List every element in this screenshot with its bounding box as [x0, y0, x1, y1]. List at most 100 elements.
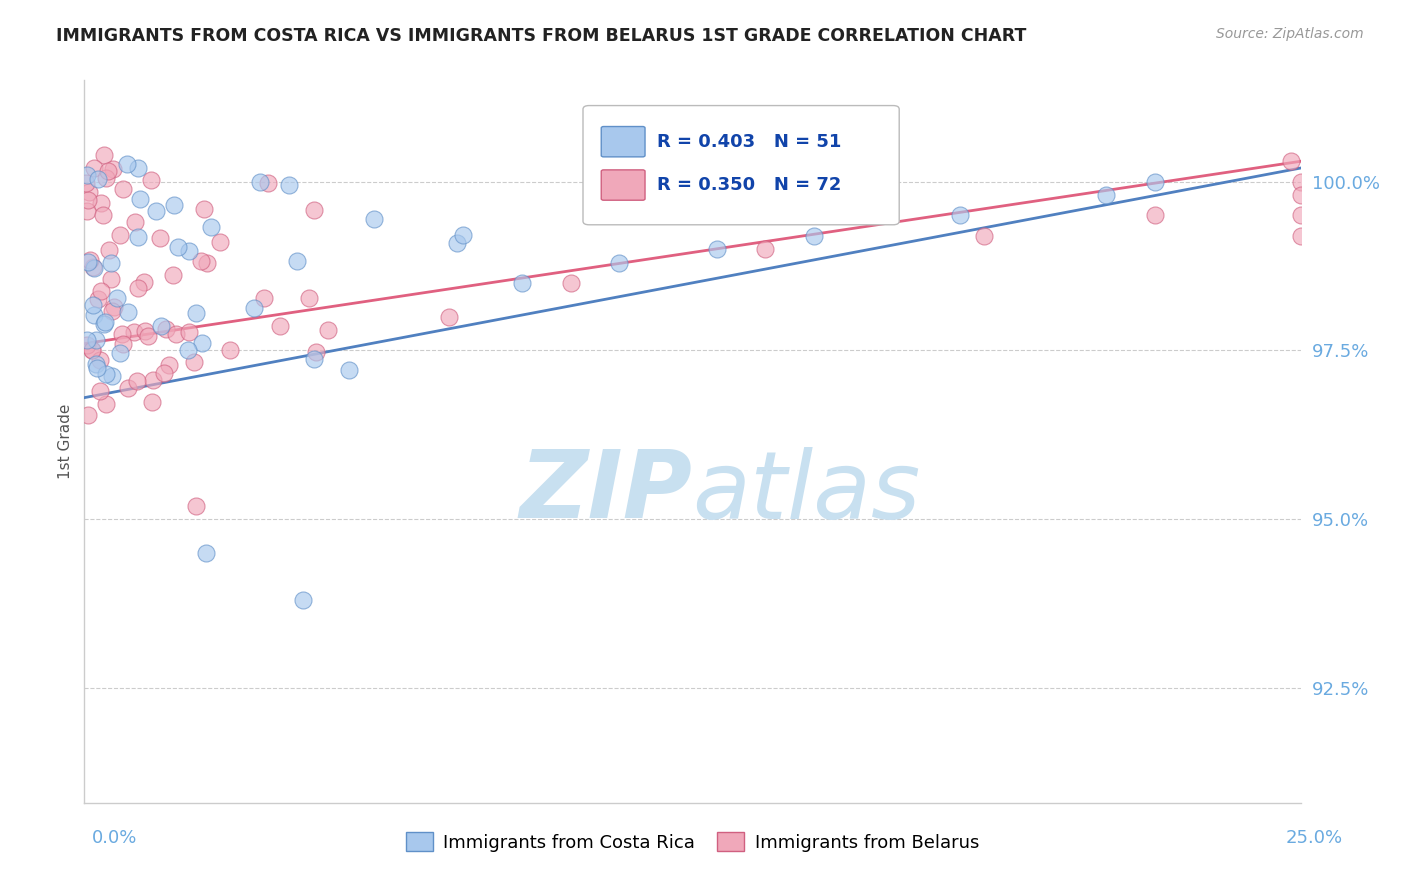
Point — [115, 157, 138, 171]
Point — [219, 343, 242, 358]
Point — [125, 374, 148, 388]
Point — [124, 214, 146, 228]
Point — [1279, 154, 1302, 169]
Point — [177, 244, 200, 258]
Point — [150, 319, 173, 334]
Point — [93, 317, 115, 331]
Text: ZIP: ZIP — [520, 446, 693, 538]
Point — [510, 276, 533, 290]
Point — [1095, 188, 1118, 202]
Point — [560, 276, 582, 290]
Point — [76, 194, 98, 208]
Point — [269, 318, 291, 333]
Point — [101, 304, 124, 318]
Point — [200, 220, 222, 235]
Point — [96, 397, 118, 411]
Point — [285, 254, 308, 268]
Point — [298, 291, 321, 305]
Text: IMMIGRANTS FROM COSTA RICA VS IMMIGRANTS FROM BELARUS 1ST GRADE CORRELATION CHAR: IMMIGRANTS FROM COSTA RICA VS IMMIGRANTS… — [56, 27, 1026, 45]
Point — [1289, 175, 1312, 189]
Point — [194, 546, 218, 560]
Text: 25.0%: 25.0% — [1285, 829, 1343, 847]
Point — [153, 366, 176, 380]
Point — [157, 358, 180, 372]
Point — [1143, 208, 1166, 222]
Point — [76, 338, 98, 352]
Point — [249, 174, 271, 188]
Text: atlas: atlas — [693, 447, 921, 538]
Point — [1289, 228, 1312, 243]
Point — [1143, 175, 1166, 189]
Point — [124, 325, 146, 339]
Point — [97, 163, 120, 178]
Point — [136, 328, 159, 343]
Point — [141, 373, 163, 387]
Point — [1289, 208, 1312, 222]
Point — [803, 228, 825, 243]
FancyBboxPatch shape — [583, 105, 900, 225]
Point — [163, 198, 186, 212]
Point — [149, 231, 172, 245]
Point — [89, 384, 111, 399]
FancyBboxPatch shape — [602, 169, 645, 200]
Point — [167, 239, 190, 253]
Text: R = 0.350   N = 72: R = 0.350 N = 72 — [657, 176, 842, 194]
Point — [242, 301, 264, 315]
Point — [89, 352, 111, 367]
Point — [127, 161, 149, 175]
Point — [949, 208, 972, 222]
Point — [446, 235, 468, 250]
Point — [98, 243, 121, 257]
Point — [84, 334, 107, 348]
Point — [155, 322, 177, 336]
Point — [90, 284, 112, 298]
Point — [77, 185, 100, 199]
Point — [76, 333, 98, 347]
Point — [75, 176, 97, 190]
Point — [127, 280, 149, 294]
Text: R = 0.403   N = 51: R = 0.403 N = 51 — [657, 133, 842, 151]
Point — [103, 300, 125, 314]
Point — [117, 381, 139, 395]
Point — [316, 323, 339, 337]
Point — [87, 292, 110, 306]
Point — [363, 212, 385, 227]
Point — [257, 177, 280, 191]
Point — [108, 228, 131, 243]
Point — [193, 202, 215, 216]
Point — [127, 229, 149, 244]
Point — [91, 208, 114, 222]
Point — [84, 358, 107, 372]
FancyBboxPatch shape — [602, 127, 645, 157]
Point — [134, 324, 156, 338]
Point — [1289, 188, 1312, 202]
Point — [94, 171, 117, 186]
Point — [277, 178, 299, 192]
Point — [304, 202, 326, 217]
Point — [190, 253, 212, 268]
Point — [76, 203, 98, 218]
Text: 0.0%: 0.0% — [91, 829, 136, 847]
Point — [145, 204, 167, 219]
Point — [80, 343, 103, 357]
Point — [208, 235, 231, 250]
Point — [93, 314, 115, 328]
Point — [132, 275, 155, 289]
Point — [439, 310, 461, 324]
Point — [111, 336, 134, 351]
Point — [108, 345, 131, 359]
Point — [100, 369, 122, 384]
Point — [79, 252, 101, 267]
Point — [191, 335, 214, 350]
Point — [101, 162, 124, 177]
Point — [451, 228, 474, 243]
Point — [706, 242, 728, 256]
Point — [609, 255, 631, 269]
Point — [100, 272, 122, 286]
Point — [76, 168, 98, 182]
Point — [141, 395, 163, 409]
Point — [87, 171, 110, 186]
Point — [94, 367, 117, 381]
Point — [339, 362, 361, 376]
Point — [162, 268, 184, 282]
